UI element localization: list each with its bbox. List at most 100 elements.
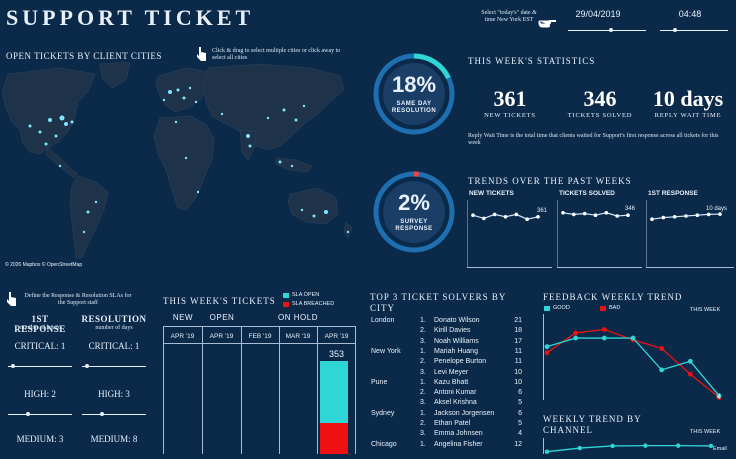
hand-pointer-icon bbox=[196, 46, 208, 67]
solver-name: Ethan Patel bbox=[434, 420, 471, 427]
solver-rank: 1. bbox=[420, 378, 426, 386]
bad-point bbox=[601, 327, 607, 332]
channel-point bbox=[610, 443, 615, 449]
trend-panel-new-tickets: NEW TICKETS 361 bbox=[467, 190, 552, 268]
trend-point bbox=[572, 212, 576, 217]
sla-slider-handle[interactable] bbox=[26, 412, 30, 416]
tickets-title: THIS WEEK'S TICKETS bbox=[163, 296, 276, 306]
bad-point bbox=[544, 350, 550, 356]
channel-chart: Email bbox=[543, 438, 733, 454]
trend-point bbox=[536, 215, 540, 219]
dashboard-title: SUPPORT TICKET SERVICE DESK DASHBOARD bbox=[6, 5, 254, 30]
solver-count: 11 bbox=[514, 358, 522, 366]
trend-point bbox=[661, 215, 666, 220]
solver-rank: 2. bbox=[420, 327, 426, 335]
sla-response-sub: number of hours bbox=[20, 325, 60, 331]
trend-point bbox=[672, 215, 677, 219]
bar-sla-open[interactable] bbox=[320, 361, 348, 423]
feedback-end-label: 4 bbox=[717, 394, 721, 401]
time-slider[interactable] bbox=[660, 26, 728, 34]
solver-count: 11 bbox=[514, 347, 522, 355]
trend-point bbox=[593, 213, 598, 217]
same-day-label-2: RESOLUTION bbox=[391, 108, 437, 114]
sla-slider[interactable] bbox=[8, 363, 72, 369]
solver-rank: 3. bbox=[420, 430, 426, 438]
sla-slider-handle[interactable] bbox=[11, 364, 15, 368]
sla-slider[interactable] bbox=[8, 411, 72, 417]
solver-name: Penelope Burton bbox=[434, 358, 487, 366]
solver-count: 6 bbox=[518, 389, 522, 397]
sla-breached-legend-swatch bbox=[283, 302, 289, 307]
solver-name: Kirill Davies bbox=[434, 327, 471, 335]
bad-point bbox=[659, 346, 665, 351]
sla-hint: Define the Response & Resolution SLAs fo… bbox=[24, 293, 132, 306]
good-legend-swatch bbox=[544, 306, 550, 311]
sla-open-legend: SLA OPEN bbox=[292, 292, 320, 298]
map-attribution: © 2026 Mapbox © OpenStreetMap bbox=[5, 262, 83, 268]
trend-point bbox=[503, 215, 508, 219]
solver-rank: 1. bbox=[420, 317, 426, 324]
sla-resolution-title: RESOLUTION bbox=[81, 314, 147, 324]
trend-point bbox=[604, 211, 609, 215]
solver-name: Kazu Bhatt bbox=[434, 378, 469, 386]
date-value: 29/04/2019 bbox=[575, 9, 621, 19]
world-map[interactable] bbox=[0, 61, 354, 272]
trend-end-label: 10 days bbox=[706, 206, 728, 212]
channel-point bbox=[676, 443, 681, 448]
sla-slider[interactable] bbox=[82, 363, 146, 369]
map-hint: Click & drag to select multiple cities o… bbox=[212, 48, 341, 61]
reply-wait-value: 10 days bbox=[652, 86, 724, 111]
solver-name: Noah Williams bbox=[434, 337, 479, 345]
channel-point bbox=[577, 445, 582, 451]
good-point bbox=[630, 335, 636, 341]
trend-point bbox=[492, 212, 497, 217]
solver-name: Aksel Krishna bbox=[434, 399, 477, 407]
channel-title: WEEKLY TREND BY CHANNEL bbox=[543, 414, 642, 435]
bad-point bbox=[573, 330, 579, 336]
good-point bbox=[659, 367, 665, 373]
solver-rank: 2. bbox=[420, 389, 426, 397]
sla-value-label: MEDIUM: 3 bbox=[16, 434, 64, 444]
trend-label: NEW TICKETS bbox=[469, 190, 514, 197]
channel-end-label: Email bbox=[713, 446, 727, 452]
date-slider-handle[interactable] bbox=[609, 28, 613, 32]
good-point bbox=[687, 358, 693, 364]
new-tickets-value: 361 bbox=[493, 86, 527, 111]
new-tickets-label: NEW TICKETS bbox=[484, 112, 536, 119]
sla-slider-handle[interactable] bbox=[100, 412, 104, 416]
sla-slider-handle[interactable] bbox=[85, 364, 89, 368]
good-line bbox=[546, 337, 720, 397]
sla-value-label: MEDIUM: 8 bbox=[90, 434, 138, 444]
trend-panel-first-response: 1ST RESPONSE 10 days bbox=[646, 190, 734, 268]
good-point bbox=[573, 335, 579, 341]
sla-slider[interactable] bbox=[82, 411, 146, 417]
solver-city: New York bbox=[371, 347, 401, 355]
solver-city: Sydney bbox=[371, 409, 395, 417]
reply-wait-label: REPLY WAIT TIME bbox=[654, 112, 722, 119]
solver-count: 4 bbox=[518, 430, 522, 438]
trend-end-label: 361 bbox=[537, 208, 548, 214]
trend-point bbox=[482, 216, 486, 221]
group-on-hold: ON HOLD bbox=[278, 313, 318, 322]
solver-name: Angelina Fisher bbox=[434, 440, 483, 448]
solver-city: Chicago bbox=[371, 440, 397, 448]
bad-legend: BAD bbox=[609, 305, 621, 311]
solver-name: Antoni Kumar bbox=[434, 389, 477, 397]
solver-count: 12 bbox=[514, 440, 522, 448]
group-open: OPEN bbox=[209, 313, 235, 322]
survey-label-1: SURVEY bbox=[400, 219, 428, 225]
bar-sla-breached[interactable] bbox=[320, 423, 348, 454]
survey-response-gauge: 2% SURVEY RESPONSE bbox=[370, 168, 458, 256]
trend-point bbox=[514, 212, 519, 217]
solver-name: Jackson Jorgensen bbox=[434, 409, 495, 417]
trend-point bbox=[650, 217, 654, 221]
date-slider[interactable] bbox=[568, 26, 646, 34]
solver-rank: 1. bbox=[420, 440, 426, 448]
month-label: MAR '19 bbox=[285, 333, 311, 340]
solver-count: 5 bbox=[518, 399, 522, 407]
solver-name: Mariah Huang bbox=[434, 347, 478, 355]
good-point bbox=[716, 393, 722, 399]
trend-point bbox=[695, 213, 700, 217]
time-slider-handle[interactable] bbox=[673, 28, 677, 32]
tickets-solved-label: TICKETS SOLVED bbox=[567, 112, 633, 119]
